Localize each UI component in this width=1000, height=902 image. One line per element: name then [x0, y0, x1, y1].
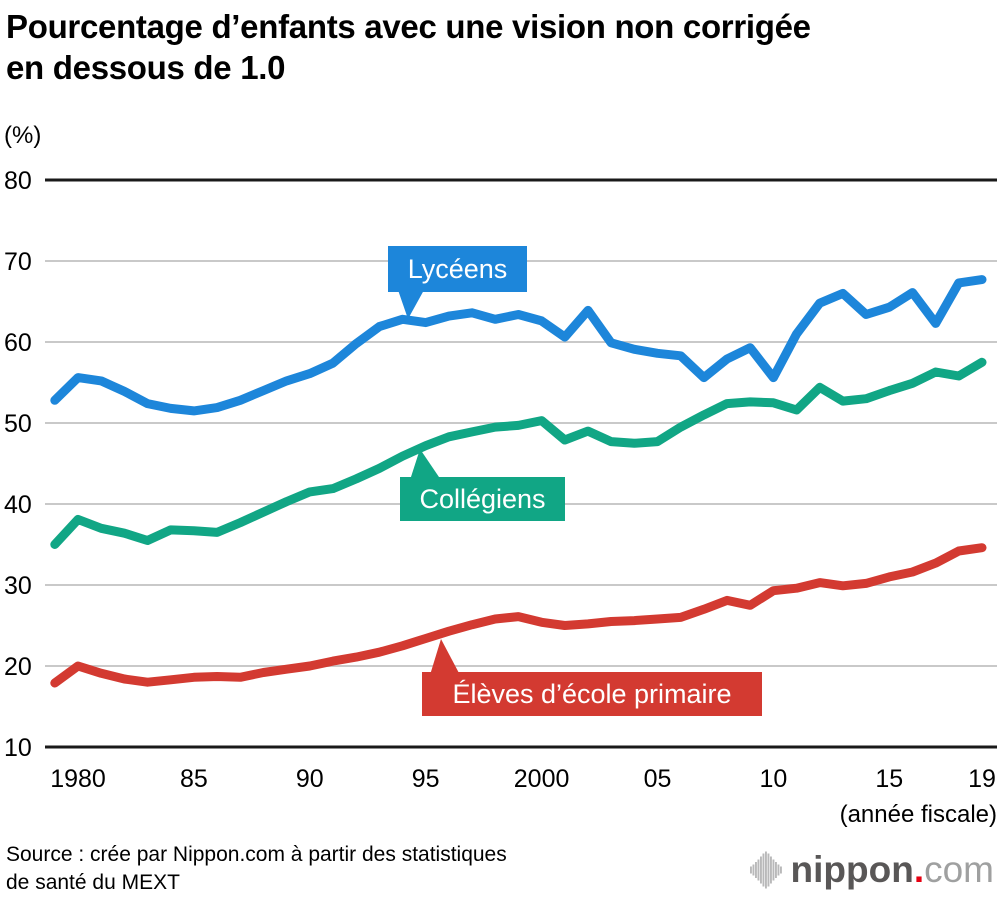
chart-title-line1: Pourcentage d’enfants avec une vision no… — [6, 8, 811, 45]
chart-title: Pourcentage d’enfants avec une vision no… — [6, 6, 811, 88]
x-tick-label-85: 85 — [180, 765, 208, 793]
y-tick-label-40: 40 — [4, 491, 32, 519]
series-label-lyceens: Lycéens — [408, 254, 508, 284]
chart-title-line2: en dessous de 1.0 — [6, 49, 286, 86]
x-tick-label-10: 10 — [759, 765, 787, 793]
y-tick-label-50: 50 — [4, 410, 32, 438]
source-note-line1: Source : crée par Nippon.com à partir de… — [6, 843, 507, 866]
x-tick-label-90: 90 — [296, 765, 324, 793]
series-label-collegiens: Collégiens — [419, 484, 545, 514]
nippon-logo: nippon.com — [749, 849, 994, 891]
label-tail-eleves-ecole-primaire — [430, 639, 460, 675]
x-axis-note: (année fiscale) — [840, 801, 997, 828]
series-label-eleves-ecole-primaire: Élèves d’école primaire — [452, 679, 731, 709]
x-tick-label-19: 19 — [968, 765, 996, 793]
x-tick-label-15: 15 — [875, 765, 903, 793]
x-tick-label-2000: 2000 — [514, 765, 570, 793]
label-box-lyceens — [388, 246, 527, 292]
line-eleves-ecole-primaire — [50, 543, 987, 688]
nippon-logo-waveform-icon — [749, 851, 782, 889]
nippon-logo-name: nippon — [790, 849, 914, 890]
y-tick-label-70: 70 — [4, 248, 32, 276]
y-tick-label-60: 60 — [4, 329, 32, 357]
y-tick-label-80: 80 — [4, 167, 32, 195]
source-note: Source : crée par Nippon.com à partir de… — [6, 841, 507, 897]
x-tick-label-95: 95 — [412, 765, 440, 793]
y-tick-label-20: 20 — [4, 653, 32, 681]
x-tick-label-1980: 1980 — [50, 765, 106, 793]
label-box-collegiens — [400, 477, 565, 521]
line-collegiens — [50, 357, 987, 549]
nippon-logo-dot: . — [913, 849, 925, 890]
y-tick-label-10: 10 — [4, 734, 32, 762]
line-lyceens — [50, 275, 987, 416]
label-box-eleves-ecole-primaire — [422, 672, 762, 716]
source-note-line2: de santé du MEXT — [6, 871, 180, 894]
label-tail-lyceens — [398, 290, 424, 319]
nippon-logo-tld: com — [924, 849, 994, 890]
chart-svg: 80 70 60 50 40 30 20 10 1980 85 90 95 2000 05 10 15 19 (a… — [4, 167, 997, 828]
x-tick-label-05: 05 — [644, 765, 672, 793]
y-tick-label-30: 30 — [4, 572, 32, 600]
label-tail-collegiens — [410, 449, 441, 480]
y-axis-unit-label: (%) — [4, 122, 42, 149]
nippon-logo-text: nippon.com — [791, 849, 994, 891]
